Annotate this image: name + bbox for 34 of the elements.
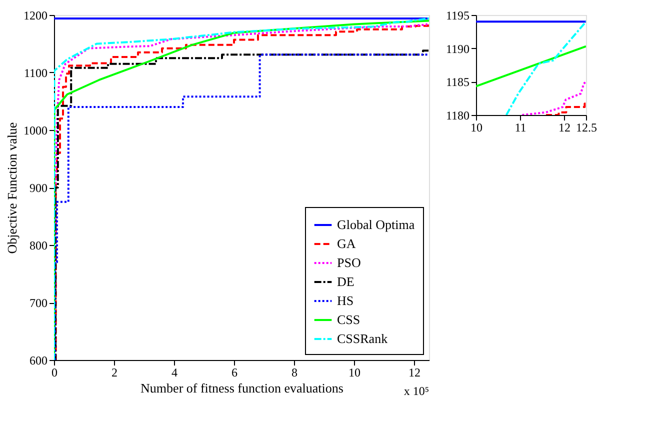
y-tick-label: 1180 xyxy=(446,108,470,122)
y-tick-label: 1200 xyxy=(24,8,48,22)
y-tick-label: 800 xyxy=(30,238,48,252)
text: x 10⁵ xyxy=(404,384,429,398)
y-tick-label: 600 xyxy=(30,354,48,368)
y-axis-title: Objective Function value xyxy=(4,122,20,254)
legend-label: HS xyxy=(337,293,354,308)
y-tick-label: 1000 xyxy=(24,124,48,138)
y-tick-label: 1185 xyxy=(446,75,470,90)
legend-label: Global Optima xyxy=(337,217,415,232)
y-tick-label: 1100 xyxy=(24,66,48,80)
x-tick-label: 10 xyxy=(470,120,482,134)
x-tick-label: 12.5 xyxy=(576,120,597,134)
x-tick-label: 2 xyxy=(112,366,118,380)
line-series xyxy=(521,80,586,115)
x-tick-label: 11 xyxy=(514,120,526,134)
x-tick-label: 0 xyxy=(52,366,58,380)
x-tick-label: 12 xyxy=(558,120,570,134)
legend-label: CSSRank xyxy=(337,331,388,346)
legend-label: CSS xyxy=(337,312,360,327)
line-series xyxy=(505,20,586,115)
legend-label: GA xyxy=(337,236,356,251)
y-tick-label: 1195 xyxy=(446,8,470,22)
y-tick-label: 900 xyxy=(30,181,48,195)
x-tick-label: 6 xyxy=(232,366,238,380)
x-tick-label: 4 xyxy=(172,366,178,380)
x-tick-label: 10 xyxy=(348,366,360,380)
legend-label: DE xyxy=(337,274,354,289)
x-tick-label: 12 xyxy=(408,366,420,380)
x-axis-title: Number of fitness function evaluations xyxy=(140,380,344,396)
y-tick-label: 700 xyxy=(30,296,48,310)
legend-label: PSO xyxy=(337,255,361,270)
y-tick-label: 1190 xyxy=(446,42,470,56)
x-tick-label: 8 xyxy=(292,366,298,380)
